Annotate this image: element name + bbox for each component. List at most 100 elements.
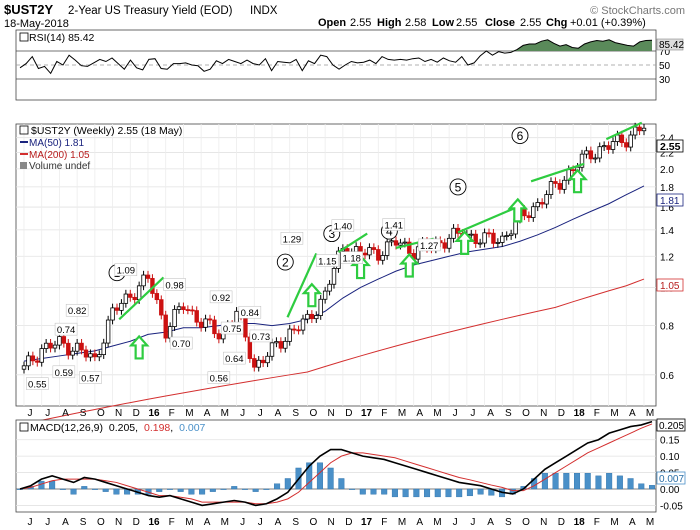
price-annotation: 0.70 xyxy=(172,339,191,350)
price-annotation-box xyxy=(169,336,193,350)
candle-body xyxy=(362,252,368,256)
candle-body xyxy=(318,298,323,316)
macd-histogram-bar xyxy=(359,488,366,495)
price-annotation-box xyxy=(209,290,233,304)
price-x-axis-label: M xyxy=(433,408,441,419)
candle-body xyxy=(105,319,111,344)
candle-body xyxy=(52,344,58,349)
macd-histogram-bar xyxy=(252,488,259,492)
candle-body xyxy=(384,241,390,256)
price-x-axis-label: M xyxy=(221,408,229,419)
candle-body xyxy=(181,306,186,310)
price-x-axis-label: J xyxy=(240,408,245,419)
macd-histogram-bar xyxy=(102,488,109,492)
candle-body xyxy=(588,150,594,160)
wave-number-label: 5 xyxy=(455,180,462,194)
rsi-frame xyxy=(15,29,657,101)
candle-body xyxy=(451,227,456,239)
price-annotation: 0.82 xyxy=(68,306,87,317)
candle-body xyxy=(21,365,27,370)
price-annotation-box xyxy=(26,377,49,390)
macd-histogram-bar xyxy=(391,488,398,498)
candle-body xyxy=(141,274,146,287)
price-annotation-box xyxy=(340,251,363,264)
candle-body xyxy=(190,309,195,312)
macd-legend-prefix: MACD(12,26,9) xyxy=(30,422,103,434)
macd-x-axis-label: S xyxy=(80,517,87,528)
candle-body xyxy=(624,142,629,148)
price-x-axis-label: J xyxy=(45,408,50,419)
price-annotation-box xyxy=(65,303,89,317)
price-annotation: 1.41 xyxy=(385,220,404,231)
candle-body xyxy=(371,247,377,250)
price-x-axis-label: O xyxy=(310,408,318,419)
candle-body xyxy=(296,329,301,332)
candle-body xyxy=(553,181,558,184)
price-x-axis-label: N xyxy=(540,408,547,419)
macd-x-axis-label: O xyxy=(522,517,530,528)
price-annotation-box xyxy=(331,219,355,232)
price-annotation-box xyxy=(207,371,231,384)
candle-body xyxy=(477,242,483,245)
macd-x-axis-label: 18 xyxy=(574,517,586,528)
candle-body xyxy=(291,328,297,331)
candle-body xyxy=(314,315,319,320)
macd-x-axis-label: O xyxy=(310,517,318,528)
macd-x-axis-label: F xyxy=(594,517,600,528)
x-axis-price: J J A S O N D 16 F M A M J J A S O N D 17 F M A M J J A S O N D 18 F M A M xyxy=(28,408,655,419)
candle-body xyxy=(327,283,332,292)
price-x-axis-label: 16 xyxy=(148,408,160,419)
price-tick-label: 1.2 xyxy=(660,252,674,263)
price-x-axis-label: S xyxy=(505,408,512,419)
candle-body xyxy=(486,232,492,235)
price-annotation-box xyxy=(163,278,186,291)
price-last-tag: 2.55 xyxy=(660,141,681,153)
price-x-axis-label: M xyxy=(610,408,618,419)
rsi-legend-swatch xyxy=(19,32,29,42)
macd-legend-value: 0.205 xyxy=(109,422,135,434)
macd-histogram-bar xyxy=(381,488,388,495)
candle-body xyxy=(114,307,120,311)
price-annotation: 0.75 xyxy=(223,324,242,335)
ma50-line xyxy=(23,185,645,362)
macd-histogram-bar xyxy=(402,488,409,498)
wave-number-label: 3 xyxy=(328,227,335,241)
rsi-line xyxy=(19,39,653,75)
rsi-tick-label: 70 xyxy=(659,47,671,58)
candle-body xyxy=(176,306,182,310)
macd-x-axis-label: M xyxy=(646,517,654,528)
candle-body xyxy=(610,141,616,150)
price-annotation: 0.64 xyxy=(225,354,244,365)
candle-body xyxy=(185,309,191,311)
candle-body xyxy=(615,134,620,142)
candle-body xyxy=(119,302,124,311)
macd-x-axis-label: N xyxy=(328,517,335,528)
macd-x-axis-label: J xyxy=(240,517,245,528)
macd-x-axis-label: A xyxy=(62,517,69,528)
candle-body xyxy=(39,348,44,363)
price-annotation-box xyxy=(52,365,76,379)
candle-body xyxy=(287,328,292,342)
price-legend-swatch xyxy=(19,125,29,135)
candle-body xyxy=(531,206,536,218)
price-x-axis-label: S xyxy=(80,408,87,419)
candle-body xyxy=(154,293,160,301)
up-arrow-icon xyxy=(567,168,589,194)
rsi-tick-label: 50 xyxy=(659,61,671,72)
macd-histogram-bar xyxy=(477,488,484,495)
wave-number-circle xyxy=(449,178,467,196)
price-x-axis-label: A xyxy=(487,408,494,419)
header-date: 18-May-2018 xyxy=(4,18,69,30)
high-value: 2.58 xyxy=(405,17,426,29)
price-x-axis-label: F xyxy=(381,408,387,419)
open-label: Open xyxy=(318,17,346,29)
macd-histogram-bar xyxy=(241,488,248,490)
price-x-axis-label: J xyxy=(453,408,458,419)
price-tick-label: 0.6 xyxy=(660,371,674,382)
price-x-axis-label: N xyxy=(115,408,122,419)
macd-legend-sep2: , xyxy=(170,422,173,434)
price-x-axis-label: J xyxy=(470,408,475,419)
candle-body xyxy=(163,314,168,339)
macd-histogram-bar xyxy=(306,462,313,490)
high-label: High xyxy=(377,17,402,29)
